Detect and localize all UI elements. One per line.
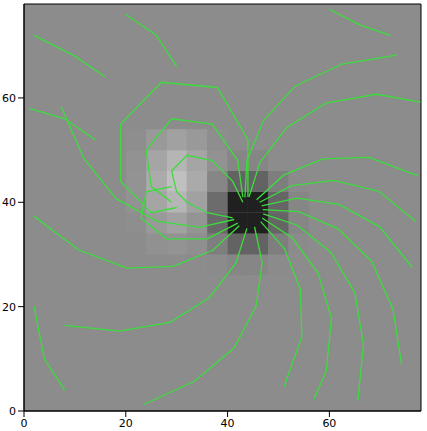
svg-text:60: 60: [322, 417, 336, 430]
svg-text:0: 0: [21, 417, 28, 430]
svg-text:40: 40: [2, 196, 16, 209]
svg-text:20: 20: [2, 301, 16, 314]
svg-text:20: 20: [119, 417, 133, 430]
svg-text:40: 40: [221, 417, 235, 430]
svg-text:60: 60: [2, 92, 16, 105]
svg-text:0: 0: [9, 405, 16, 418]
